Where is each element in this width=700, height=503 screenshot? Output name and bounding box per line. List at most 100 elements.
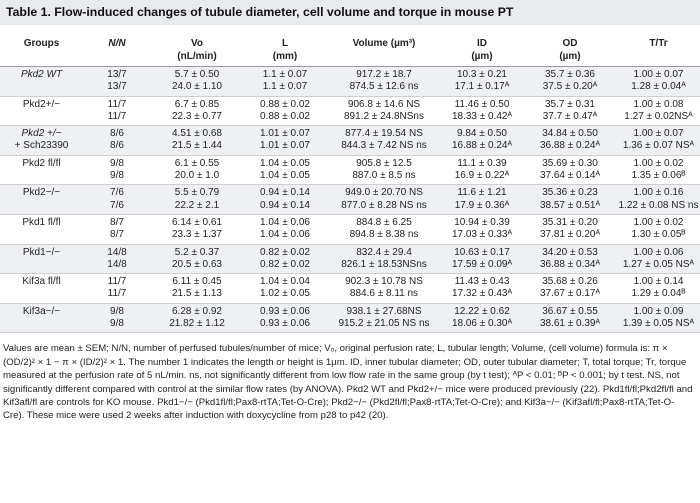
table-row: 11/7 22.3 ± 0.77 0.88 ± 0.02 891.2 ± 24.8NS…: [0, 110, 700, 127]
column-header: Volume (µm³): [327, 37, 441, 67]
table-cell: 938.1 ± 27.68NS: [327, 303, 441, 319]
table-row: Pkd2 fl/fl 9/8 6.1 ± 0.55 1.04 ± 0.05 905.8 …: [0, 155, 700, 170]
table-row: Pkd1 fl/fl 8/7 6.14 ± 0.61 1.04 ± 0.06 884.8…: [0, 214, 700, 229]
table-cell: 37.81 ± 0.20ᴬ: [523, 229, 617, 245]
table-cell: 9/8: [110, 157, 124, 169]
table-cell: 6.7 ± 0.85: [174, 98, 220, 110]
table-cell: 22.2 ± 2.1: [151, 199, 243, 215]
table-cell: 1.00 ± 0.08: [633, 98, 684, 110]
table-cell: 8/7: [83, 229, 151, 245]
table-cell: 1.00 ± 0.06: [617, 244, 700, 259]
column-header-label: ID: [477, 38, 487, 49]
table-cell: 11.43 ± 0.43: [454, 276, 510, 288]
column-header-label: L: [281, 38, 289, 49]
table-cell: 6.14 ± 0.61: [172, 216, 222, 228]
table-row: Pkd1−/− 14/8 5.2 ± 0.37 0.82 ± 0.02 832.4 ± …: [0, 244, 700, 259]
table-cell: 1.1 ± 0.07: [243, 66, 327, 82]
table-cell: 1.00 ± 0.09: [617, 303, 700, 319]
column-header-label: Groups: [23, 38, 60, 49]
table-cell: 9/8: [83, 318, 151, 334]
table-cell: 16.9 ± 0.22ᴬ: [441, 170, 523, 186]
table-cell: 35.68 ± 0.26: [542, 276, 598, 288]
table-cell: 16.88 ± 0.24ᴬ: [441, 140, 523, 156]
table-footnote: Values are mean ± SEM; N/N, number of pe…: [3, 343, 693, 422]
table-cell: 1.27 ± 0.02NSᴬ: [617, 110, 700, 127]
table-cell: 949.0 ± 20.70 NS: [327, 184, 441, 200]
table-row: 14/8 20.5 ± 0.63 0.82 ± 0.02 826.1 ± 18.53N…: [0, 258, 700, 275]
data-table: Groups N/N Vo (nL/min) L (mm) Volume (µm³) ID (µ…: [0, 37, 700, 334]
table-cell: 1.04 ± 0.05: [243, 170, 327, 186]
table-cell: 18.06 ± 0.30ᴬ: [441, 318, 523, 334]
table-cell: 20.5 ± 0.63: [151, 258, 243, 275]
table-cell: 5.7 ± 0.50: [151, 66, 243, 82]
table-cell: 17.9 ± 0.36ᴬ: [441, 199, 523, 215]
table-cell: 0.82 ± 0.02: [243, 258, 327, 275]
table-cell: 10.63 ± 0.17: [441, 244, 523, 259]
table-cell: 0.93 ± 0.06: [243, 303, 327, 319]
group-name: [0, 199, 83, 215]
table-cell: 915.2 ± 21.05 NS ns: [327, 318, 441, 334]
column-header: ID (µm): [441, 37, 523, 67]
column-header-label: Volume (µm³): [352, 38, 416, 49]
table-cell: 21.5 ± 1.13: [151, 288, 243, 304]
table-row: 11/7 21.5 ± 1.13 1.02 ± 0.05 884.6 ± 8.11 n…: [0, 288, 700, 304]
table-cell: 8/6: [83, 140, 151, 156]
table-cell: 5.2 ± 0.37: [151, 244, 243, 259]
group-name: [0, 258, 83, 275]
table-cell: 18.33 ± 0.42ᴬ: [441, 110, 523, 127]
table-cell: 8/6: [83, 125, 151, 141]
table-cell: 20.0 ± 1.0: [151, 170, 243, 186]
table-cell: 0.88 ± 0.02: [243, 110, 327, 127]
table-row: Pkd2 WT 13/7 5.7 ± 0.50 1.1 ± 0.07 917.2 ± 1…: [0, 66, 700, 82]
column-header-unit: (µm): [559, 51, 581, 62]
table-cell: 826.1 ± 18.53NSns: [327, 258, 441, 275]
table-cell: 894.8 ± 8.38 ns: [327, 229, 441, 245]
table-cell: 5.5 ± 0.79: [151, 184, 243, 200]
table-cell: 844.3 ± 7.42 NS ns: [327, 140, 441, 156]
table-cell: 1.00 ± 0.07: [617, 125, 700, 141]
table-cell: 902.3 ± 10.78 NS: [345, 276, 423, 288]
column-header: T/Tr: [617, 37, 700, 67]
table-cell: 23.3 ± 1.37: [151, 229, 243, 245]
table-cell: 34.20 ± 0.53: [523, 244, 617, 259]
group-name: [0, 110, 83, 127]
table-row: Pkd2 +/− 8/6 4.51 ± 0.68 1.01 ± 0.07 877.4 ±…: [0, 125, 700, 141]
table-cell: 0.88 ± 0.02: [260, 98, 310, 110]
table-row: 13/7 24.0 ± 1.10 1.1 ± 0.07 874.5 ± 12.6 ns…: [0, 81, 700, 97]
table-cell: 832.4 ± 29.4: [327, 244, 441, 259]
header-row: Groups N/N Vo (nL/min) L (mm) Volume (µm³) ID (µ…: [0, 37, 700, 67]
column-header: N/N: [83, 37, 151, 67]
group-name: + Sch23390: [0, 140, 83, 156]
column-header: OD (µm): [523, 37, 617, 67]
column-header-label: N/N: [108, 38, 126, 49]
table-cell: 4.51 ± 0.68: [151, 125, 243, 141]
table-cell: 6.1 ± 0.55: [174, 157, 220, 169]
table-cell: 13/7: [83, 81, 151, 97]
group-name: [0, 318, 83, 334]
table-cell: 1.04 ± 0.04: [260, 276, 310, 288]
table-cell: 37.5 ± 0.20ᴬ: [523, 81, 617, 97]
table-cell: 11.1 ± 0.39: [457, 157, 507, 169]
column-header-label: Vo: [190, 38, 204, 49]
column-header-unit: (mm): [272, 51, 298, 62]
table-row: 8/7 23.3 ± 1.37 1.04 ± 0.06 894.8 ± 8.38 ns…: [0, 229, 700, 245]
table-row: 7/6 22.2 ± 2.1 0.94 ± 0.14 877.0 ± 8.28 NS …: [0, 199, 700, 215]
table-cell: 1.39 ± 0.05 NSᴬ: [617, 318, 700, 334]
group-name: Kif3a−/−: [0, 303, 83, 319]
group-name: Pkd2 fl/fl: [22, 157, 61, 169]
table-cell: 1.35 ± 0.06ᴮ: [617, 170, 700, 186]
table-cell: 21.5 ± 1.44: [151, 140, 243, 156]
table-cell: 17.03 ± 0.33ᴬ: [441, 229, 523, 245]
table-cell: 1.22 ± 0.08 NS ns: [617, 199, 700, 215]
column-header-label: OD: [562, 38, 578, 49]
table-cell: 891.2 ± 24.8NSns: [327, 110, 441, 127]
group-name: Pkd1 fl/fl: [22, 216, 61, 228]
table-cell: 877.0 ± 8.28 NS ns: [327, 199, 441, 215]
table-cell: 1.36 ± 0.07 NSᴬ: [617, 140, 700, 156]
table-cell: 22.3 ± 0.77: [151, 110, 243, 127]
table-cell: 0.82 ± 0.02: [243, 244, 327, 259]
table-row: Pkd2−/− 7/6 5.5 ± 0.79 0.94 ± 0.14 949.0 ± 2…: [0, 184, 700, 200]
table-cell: 884.8 ± 6.25: [356, 216, 412, 228]
column-header-unit: (µm): [471, 51, 493, 62]
group-name: [0, 170, 83, 186]
